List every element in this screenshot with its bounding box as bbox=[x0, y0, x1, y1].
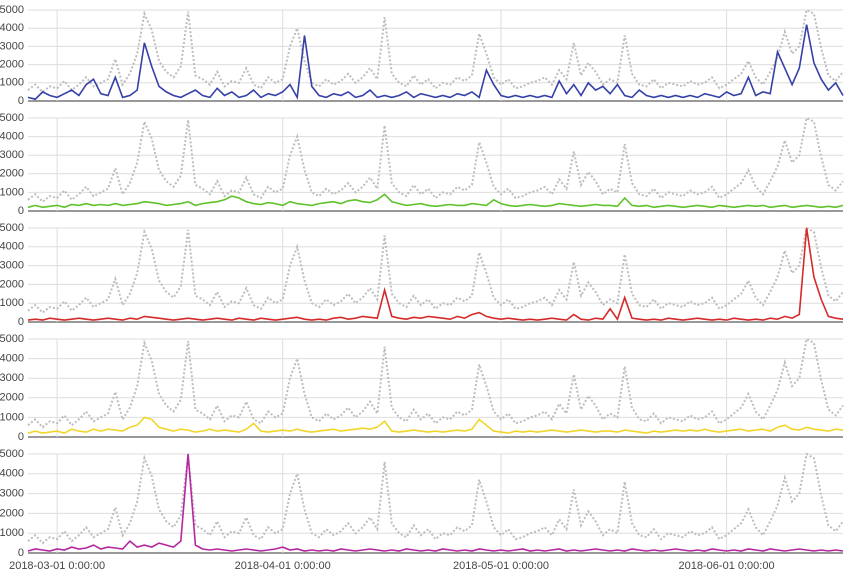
reference-line bbox=[27, 226, 844, 314]
reference-line bbox=[27, 452, 844, 545]
y-tick-label: 4000 bbox=[0, 241, 24, 253]
y-tick-label: 5000 bbox=[0, 112, 24, 124]
reference-line bbox=[27, 337, 844, 429]
series-line bbox=[27, 24, 844, 101]
y-tick-label: 2000 bbox=[0, 507, 24, 519]
series-line bbox=[27, 227, 844, 321]
y-tick-label: 1000 bbox=[0, 297, 24, 309]
y-tick-label: 0 bbox=[18, 547, 24, 559]
x-tick-label: 2018-03-01 0:00:00 bbox=[9, 560, 105, 572]
y-tick-label: 1000 bbox=[0, 527, 24, 539]
y-tick-label: 0 bbox=[18, 205, 24, 217]
y-tick-label: 1000 bbox=[0, 77, 24, 89]
y-tick-label: 0 bbox=[18, 95, 24, 107]
series-line bbox=[27, 416, 844, 434]
y-tick-label: 4000 bbox=[0, 131, 24, 143]
y-tick-label: 0 bbox=[18, 316, 24, 328]
y-tick-label: 1000 bbox=[0, 186, 24, 198]
y-tick-label: 4000 bbox=[0, 353, 24, 365]
series-line bbox=[27, 453, 844, 552]
y-tick-label: 2000 bbox=[0, 168, 24, 180]
y-tick-label: 2000 bbox=[0, 392, 24, 404]
reference-line bbox=[27, 8, 844, 94]
y-tick-label: 5000 bbox=[0, 448, 24, 460]
x-tick-label: 2018-06-01 0:00:00 bbox=[679, 560, 775, 572]
y-tick-label: 3000 bbox=[0, 372, 24, 384]
reference-line bbox=[27, 116, 844, 204]
y-tick-label: 5000 bbox=[0, 222, 24, 234]
y-tick-label: 3000 bbox=[0, 488, 24, 500]
y-tick-label: 4000 bbox=[0, 468, 24, 480]
y-tick-label: 5000 bbox=[0, 333, 24, 345]
series-line bbox=[27, 193, 844, 209]
y-tick-label: 3000 bbox=[0, 149, 24, 161]
y-tick-label: 2000 bbox=[0, 59, 24, 71]
y-tick-label: 2000 bbox=[0, 278, 24, 290]
x-tick-label: 2018-05-01 0:00:00 bbox=[453, 560, 549, 572]
y-tick-label: 3000 bbox=[0, 40, 24, 52]
y-tick-label: 1000 bbox=[0, 411, 24, 423]
y-tick-label: 0 bbox=[18, 431, 24, 443]
y-tick-label: 3000 bbox=[0, 260, 24, 272]
x-tick-label: 2018-04-01 0:00:00 bbox=[235, 560, 331, 572]
y-tick-label: 4000 bbox=[0, 22, 24, 34]
y-tick-label: 5000 bbox=[0, 4, 24, 16]
